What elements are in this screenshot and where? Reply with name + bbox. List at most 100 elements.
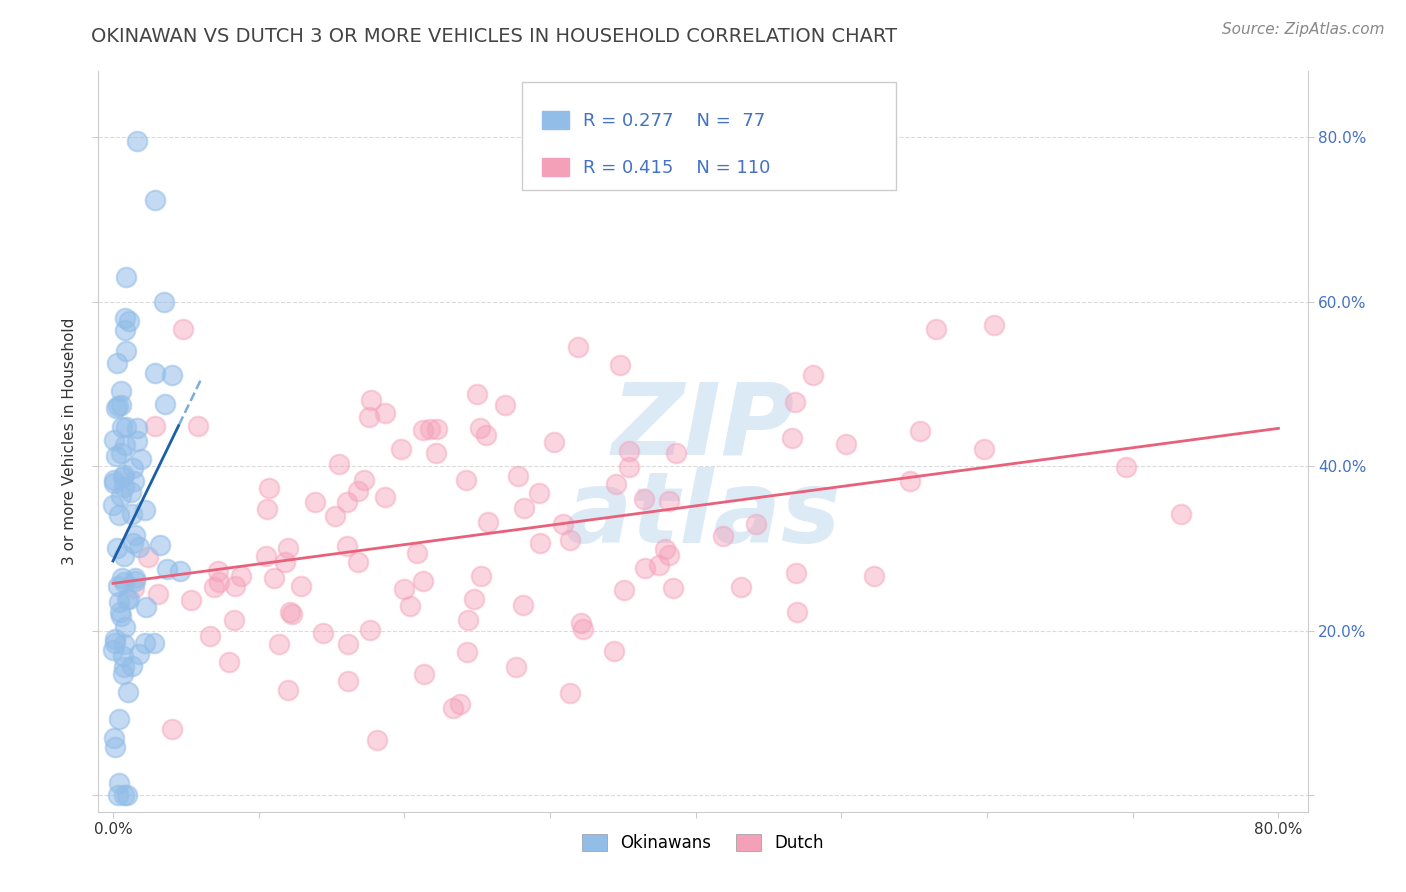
Point xyxy=(603,644,626,658)
Point xyxy=(304,495,326,509)
Point xyxy=(412,423,434,437)
Point xyxy=(336,495,359,509)
Text: ZIP: ZIP xyxy=(612,378,794,475)
Point xyxy=(470,569,492,583)
Point xyxy=(263,571,285,585)
Text: OKINAWAN VS DUTCH 3 OR MORE VEHICLES IN HOUSEHOLD CORRELATION CHART: OKINAWAN VS DUTCH 3 OR MORE VEHICLES IN … xyxy=(91,27,897,45)
Point xyxy=(619,460,641,475)
Point xyxy=(456,645,478,659)
Point xyxy=(122,474,145,488)
Point xyxy=(419,422,441,436)
Point xyxy=(924,322,946,336)
Point xyxy=(786,605,808,619)
Point xyxy=(399,599,422,614)
Point xyxy=(346,483,368,498)
Point xyxy=(1170,507,1192,521)
Point xyxy=(783,395,806,409)
Bar xyxy=(543,158,569,176)
Point xyxy=(112,637,135,651)
Text: Source: ZipAtlas.com: Source: ZipAtlas.com xyxy=(1222,22,1385,37)
Point xyxy=(131,452,153,467)
Point xyxy=(609,358,631,372)
Point xyxy=(336,539,359,553)
Point xyxy=(172,322,194,336)
Point xyxy=(115,592,138,607)
FancyBboxPatch shape xyxy=(522,82,897,190)
Point xyxy=(105,356,128,370)
Point xyxy=(551,516,574,531)
Point xyxy=(470,420,492,434)
Point xyxy=(477,515,499,529)
Point xyxy=(426,421,449,435)
Point xyxy=(121,461,143,475)
Point xyxy=(104,740,127,755)
Point xyxy=(311,626,333,640)
Point xyxy=(231,568,253,582)
Point xyxy=(224,579,246,593)
Point xyxy=(121,658,143,673)
Point xyxy=(112,789,135,803)
Point xyxy=(647,558,669,573)
Point xyxy=(281,607,304,621)
Point xyxy=(110,608,132,623)
Point xyxy=(149,538,172,552)
Point xyxy=(277,541,299,556)
Point xyxy=(115,789,138,803)
Point xyxy=(118,592,141,607)
Point xyxy=(115,344,138,359)
Point xyxy=(124,528,146,542)
Point xyxy=(658,548,681,562)
Point xyxy=(111,419,134,434)
Point xyxy=(633,492,655,507)
Point xyxy=(558,686,581,700)
Point xyxy=(156,561,179,575)
Point xyxy=(730,580,752,594)
Point xyxy=(125,134,148,148)
Point xyxy=(571,616,593,631)
Point xyxy=(617,444,640,458)
Point xyxy=(374,407,396,421)
Point xyxy=(359,623,381,637)
Point xyxy=(353,473,375,487)
Point xyxy=(328,458,350,472)
Point xyxy=(112,480,135,494)
Point xyxy=(143,636,166,650)
Point xyxy=(107,789,129,803)
Point xyxy=(465,387,488,401)
Point xyxy=(124,570,146,584)
Point xyxy=(160,723,183,737)
Point xyxy=(254,549,277,564)
Point xyxy=(146,587,169,601)
Point xyxy=(135,600,157,615)
Point xyxy=(658,493,681,508)
Point xyxy=(862,568,884,582)
Point xyxy=(1115,459,1137,474)
Point xyxy=(567,340,589,354)
Point xyxy=(103,498,125,512)
Point xyxy=(412,574,434,588)
Point xyxy=(136,549,159,564)
Point xyxy=(654,542,676,557)
Text: R = 0.415    N = 110: R = 0.415 N = 110 xyxy=(583,159,770,177)
Point xyxy=(290,578,312,592)
Point xyxy=(112,649,135,664)
Point xyxy=(202,580,225,594)
Point xyxy=(110,384,132,398)
Point xyxy=(124,581,146,595)
Point xyxy=(114,438,136,452)
Point xyxy=(143,194,166,208)
Point xyxy=(111,469,134,483)
Point xyxy=(122,536,145,550)
Point xyxy=(374,491,396,505)
Point xyxy=(494,398,516,412)
Point xyxy=(337,674,360,689)
Point xyxy=(973,442,995,456)
Point xyxy=(745,516,768,531)
Point xyxy=(412,666,434,681)
Point xyxy=(108,595,131,609)
Point xyxy=(558,533,581,547)
Point xyxy=(457,613,479,627)
Text: atlas: atlas xyxy=(565,467,841,564)
Point xyxy=(336,637,359,651)
Point xyxy=(110,489,132,503)
